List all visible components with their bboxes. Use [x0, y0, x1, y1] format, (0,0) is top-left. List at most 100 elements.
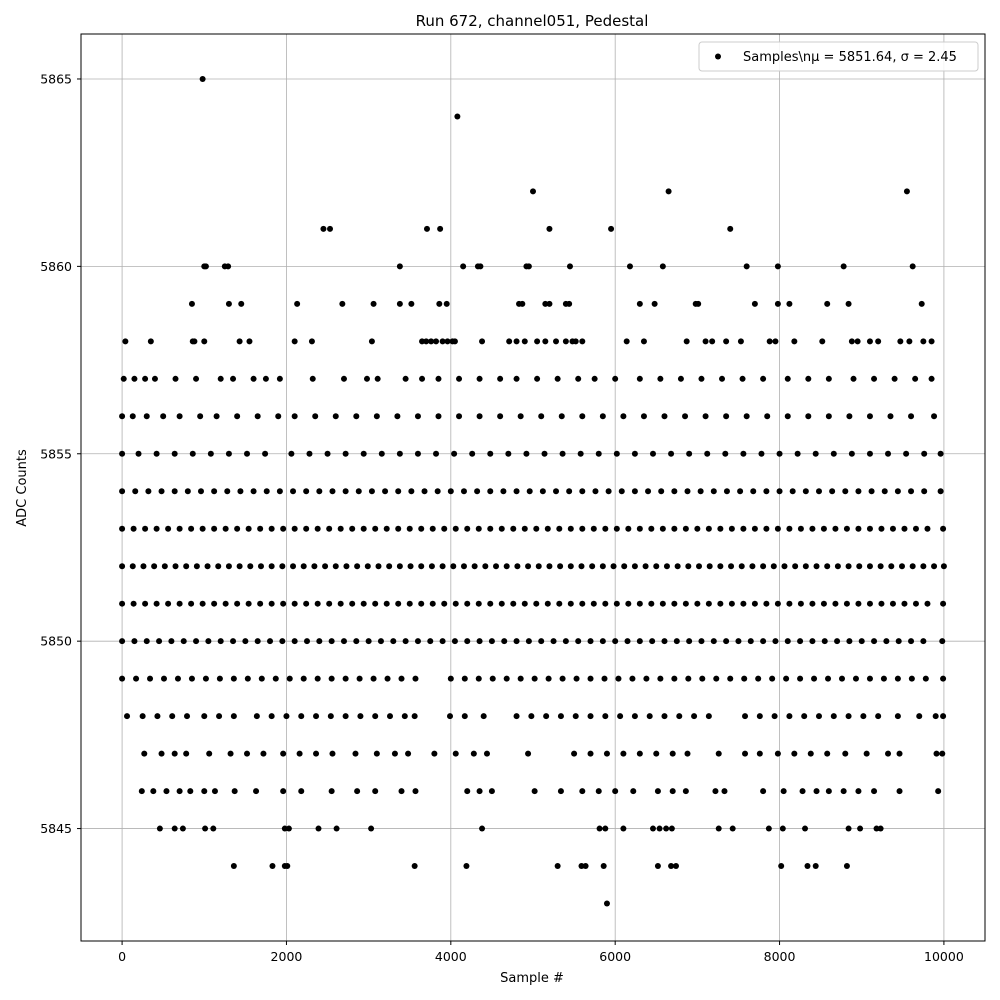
data-point	[578, 563, 585, 570]
data-point	[288, 450, 295, 457]
data-point	[145, 488, 152, 495]
data-point	[573, 675, 580, 682]
data-point	[412, 675, 419, 682]
data-point	[276, 488, 283, 495]
data-point	[694, 525, 701, 532]
data-point	[398, 788, 405, 795]
data-point	[895, 638, 902, 645]
data-point	[483, 750, 490, 757]
data-point	[871, 638, 878, 645]
data-point	[843, 525, 850, 532]
data-point	[245, 525, 252, 532]
legend: Samples\nμ = 5851.64, σ = 2.45	[698, 41, 979, 72]
data-point	[784, 638, 791, 645]
data-point	[855, 525, 862, 532]
data-point	[567, 563, 574, 570]
data-point	[487, 488, 494, 495]
data-point	[722, 450, 729, 457]
data-point	[280, 525, 287, 532]
data-point	[244, 450, 251, 457]
data-point	[682, 788, 689, 795]
data-point	[354, 563, 361, 570]
data-point	[269, 863, 276, 870]
data-point	[451, 450, 458, 457]
data-point	[199, 600, 206, 607]
data-point	[309, 375, 316, 382]
data-point	[813, 563, 820, 570]
data-point	[621, 563, 628, 570]
data-point	[374, 375, 381, 382]
data-point	[691, 713, 698, 720]
data-point	[476, 375, 483, 382]
data-point	[737, 488, 744, 495]
data-point	[418, 563, 425, 570]
data-point	[612, 375, 619, 382]
data-point	[395, 488, 402, 495]
data-point	[423, 225, 430, 232]
data-point	[661, 713, 668, 720]
data-point	[193, 638, 200, 645]
data-point	[290, 488, 297, 495]
data-point	[599, 413, 606, 420]
data-point	[557, 713, 564, 720]
data-point	[439, 338, 446, 345]
data-point	[441, 600, 448, 607]
data-point	[230, 638, 237, 645]
data-point	[908, 638, 915, 645]
data-point	[669, 788, 676, 795]
data-point	[920, 638, 927, 645]
data-point	[646, 713, 653, 720]
x-tick-label: 8000	[764, 949, 796, 964]
data-point	[740, 450, 747, 457]
data-point	[694, 600, 701, 607]
data-point	[291, 338, 298, 345]
data-point	[124, 713, 131, 720]
data-point	[760, 638, 767, 645]
data-point	[706, 563, 713, 570]
data-point	[531, 675, 538, 682]
data-point	[815, 488, 822, 495]
data-point	[763, 600, 770, 607]
data-point	[286, 675, 293, 682]
data-point	[531, 788, 538, 795]
data-point	[372, 788, 379, 795]
data-point	[812, 450, 819, 457]
data-point	[151, 563, 158, 570]
data-point	[456, 375, 463, 382]
data-point	[161, 563, 168, 570]
data-point	[624, 638, 631, 645]
data-point	[234, 413, 241, 420]
data-point	[786, 713, 793, 720]
data-point	[303, 488, 310, 495]
data-point	[143, 413, 150, 420]
data-point	[342, 488, 349, 495]
data-point	[257, 600, 264, 607]
data-point	[850, 375, 857, 382]
data-point	[368, 338, 375, 345]
data-point	[802, 825, 809, 832]
data-point	[156, 825, 163, 832]
data-point	[444, 338, 451, 345]
data-point	[429, 600, 436, 607]
data-point	[237, 488, 244, 495]
data-point	[314, 675, 321, 682]
data-point	[579, 488, 586, 495]
data-point	[909, 263, 916, 270]
data-points	[119, 75, 947, 907]
data-point	[360, 525, 367, 532]
data-point	[211, 788, 218, 795]
data-point	[343, 563, 350, 570]
data-point	[623, 338, 630, 345]
data-point	[825, 788, 832, 795]
data-point	[521, 600, 528, 607]
data-point	[781, 563, 788, 570]
data-point	[896, 750, 903, 757]
data-point	[184, 713, 191, 720]
data-point	[873, 825, 880, 832]
data-point	[751, 525, 758, 532]
data-point	[434, 488, 441, 495]
data-point	[370, 300, 377, 307]
data-point	[842, 750, 849, 757]
data-point	[742, 713, 749, 720]
data-point	[461, 675, 468, 682]
